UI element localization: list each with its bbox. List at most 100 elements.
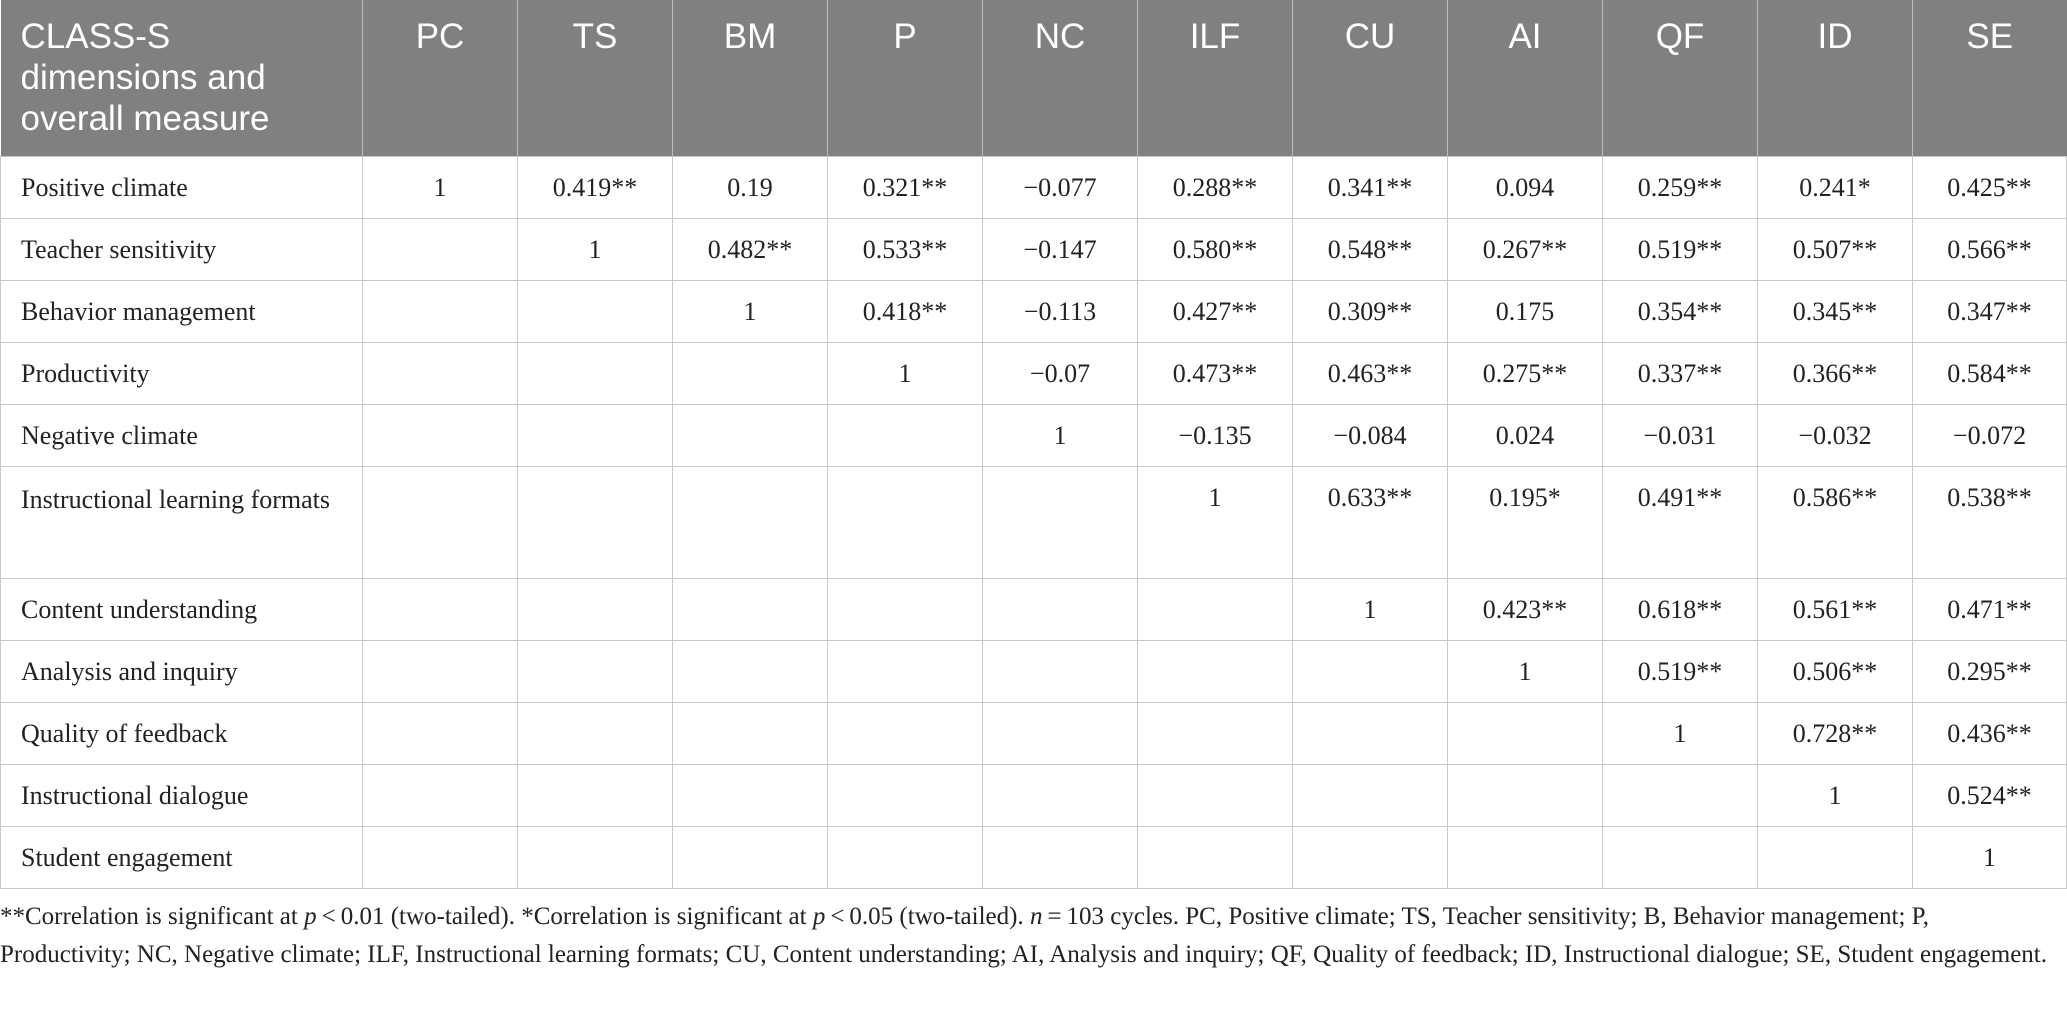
correlation-cell: 0.288** xyxy=(1137,155,1293,219)
correlation-cell: 1 xyxy=(827,341,983,405)
correlation-cell: 0.473** xyxy=(1137,341,1293,405)
correlation-cell: 1 xyxy=(1292,577,1448,641)
column-header-qf: QF xyxy=(1602,0,1758,156)
footnote-n-symbol: n xyxy=(1029,903,1043,930)
row-label: Content understanding xyxy=(0,577,363,641)
correlation-cell: 0.728** xyxy=(1757,701,1913,765)
correlation-cell: 1 xyxy=(672,279,828,343)
table-row: Quality of feedback 1 0.728** 0.436** xyxy=(0,701,2067,765)
column-header-se: SE xyxy=(1912,0,2067,156)
table-row: Analysis and inquiry 1 0.519** 0.506** 0.295… xyxy=(0,639,2067,703)
correlation-cell xyxy=(1447,701,1603,765)
correlation-cell xyxy=(362,341,518,405)
correlation-cell xyxy=(672,465,828,579)
correlation-cell xyxy=(517,639,673,703)
correlation-cell xyxy=(982,577,1138,641)
correlation-cell: 1 xyxy=(517,217,673,281)
correlation-cell: −0.135 xyxy=(1137,403,1293,467)
correlation-cell xyxy=(827,639,983,703)
footnote-p-symbol-1: p xyxy=(304,903,317,930)
correlation-cell xyxy=(1292,701,1448,765)
correlation-cell: 0.275** xyxy=(1447,341,1603,405)
correlation-cell: 0.482** xyxy=(672,217,828,281)
correlation-cell: 0.538** xyxy=(1912,465,2067,579)
row-label: Quality of feedback xyxy=(0,701,363,765)
correlation-cell xyxy=(827,763,983,827)
row-label: Negative climate xyxy=(0,403,363,467)
correlation-cell xyxy=(1292,825,1448,889)
correlation-cell: 0.341** xyxy=(1292,155,1448,219)
correlation-cell: 0.094 xyxy=(1447,155,1603,219)
row-label: Student engagement xyxy=(0,825,363,889)
correlation-cell: 1 xyxy=(1447,639,1603,703)
column-header-ilf: ILF xyxy=(1137,0,1293,156)
correlation-cell xyxy=(827,577,983,641)
correlation-cell xyxy=(1137,577,1293,641)
correlation-cell xyxy=(1447,763,1603,827)
footnote-text-3: < 0.05 (two-tailed). xyxy=(825,903,1030,930)
correlation-cell xyxy=(362,701,518,765)
footnote-text-1: **Correlation is significant at xyxy=(0,903,305,930)
correlation-cell: 0.566** xyxy=(1912,217,2067,281)
correlation-cell: 0.561** xyxy=(1757,577,1913,641)
table-row: Negative climate 1 −0.135 −0.084 0.024 −0.031… xyxy=(0,403,2067,467)
correlation-cell: 0.345** xyxy=(1757,279,1913,343)
correlation-cell: 0.427** xyxy=(1137,279,1293,343)
correlation-cell: 0.267** xyxy=(1447,217,1603,281)
correlation-cell xyxy=(1602,763,1758,827)
correlation-cell xyxy=(672,341,828,405)
correlation-cell: −0.084 xyxy=(1292,403,1448,467)
correlation-cell: −0.07 xyxy=(982,341,1138,405)
row-label: Behavior management xyxy=(0,279,363,343)
correlation-cell: 0.584** xyxy=(1912,341,2067,405)
correlation-cell: 0.423** xyxy=(1447,577,1603,641)
correlation-cell: −0.113 xyxy=(982,279,1138,343)
correlation-cell xyxy=(362,217,518,281)
column-header-ts: TS xyxy=(517,0,673,156)
table-row: Teacher sensitivity 1 0.482** 0.533** −0.147… xyxy=(0,217,2067,281)
correlation-cell xyxy=(982,825,1138,889)
correlation-cell: 0.436** xyxy=(1912,701,2067,765)
correlation-cell: 0.366** xyxy=(1757,341,1913,405)
correlation-cell: 0.533** xyxy=(827,217,983,281)
correlation-cell: −0.077 xyxy=(982,155,1138,219)
correlation-table-container: CLASS-S dimensions and overall measure P… xyxy=(0,0,2067,968)
row-label: Analysis and inquiry xyxy=(0,639,363,703)
correlation-cell xyxy=(517,465,673,579)
correlation-cell xyxy=(517,403,673,467)
correlation-cell xyxy=(827,701,983,765)
footnote-text-2: < 0.01 (two-tailed). *Correlation is sig… xyxy=(316,903,813,930)
correlation-cell: 0.259** xyxy=(1602,155,1758,219)
correlation-cell: 0.471** xyxy=(1912,577,2067,641)
correlation-cell xyxy=(517,341,673,405)
correlation-cell: 0.241* xyxy=(1757,155,1913,219)
correlation-cell: 1 xyxy=(982,403,1138,467)
correlation-cell: 0.295** xyxy=(1912,639,2067,703)
correlation-cell: 0.519** xyxy=(1602,639,1758,703)
correlation-cell: 1 xyxy=(362,155,518,219)
correlation-cell xyxy=(362,763,518,827)
row-label: Positive climate xyxy=(0,155,363,219)
correlation-cell: −0.032 xyxy=(1757,403,1913,467)
table-row: Content understanding 1 0.423** 0.618** 0.56… xyxy=(0,577,2067,641)
correlation-cell: 0.580** xyxy=(1137,217,1293,281)
column-header-cu: CU xyxy=(1292,0,1448,156)
correlation-cell: 1 xyxy=(1757,763,1913,827)
correlation-cell: 0.347** xyxy=(1912,279,2067,343)
correlation-cell: 0.321** xyxy=(827,155,983,219)
correlation-cell xyxy=(1757,825,1913,889)
correlation-cell xyxy=(362,403,518,467)
correlation-cell xyxy=(517,701,673,765)
correlation-cell xyxy=(672,763,828,827)
column-header-ai: AI xyxy=(1447,0,1603,156)
footnote-text-4: = 103 cycles. PC, Positive climate; TS, … xyxy=(0,903,2047,968)
correlation-cell: 0.419** xyxy=(517,155,673,219)
correlation-cell xyxy=(362,465,518,579)
correlation-cell: 0.19 xyxy=(672,155,828,219)
table-row: Productivity 1 −0.07 0.473** 0.463** 0.275** 0… xyxy=(0,341,2067,405)
correlation-cell xyxy=(1137,763,1293,827)
correlation-cell: 0.337** xyxy=(1602,341,1758,405)
correlation-cell: 0.586** xyxy=(1757,465,1913,579)
correlation-cell: 0.024 xyxy=(1447,403,1603,467)
correlation-cell: 0.175 xyxy=(1447,279,1603,343)
